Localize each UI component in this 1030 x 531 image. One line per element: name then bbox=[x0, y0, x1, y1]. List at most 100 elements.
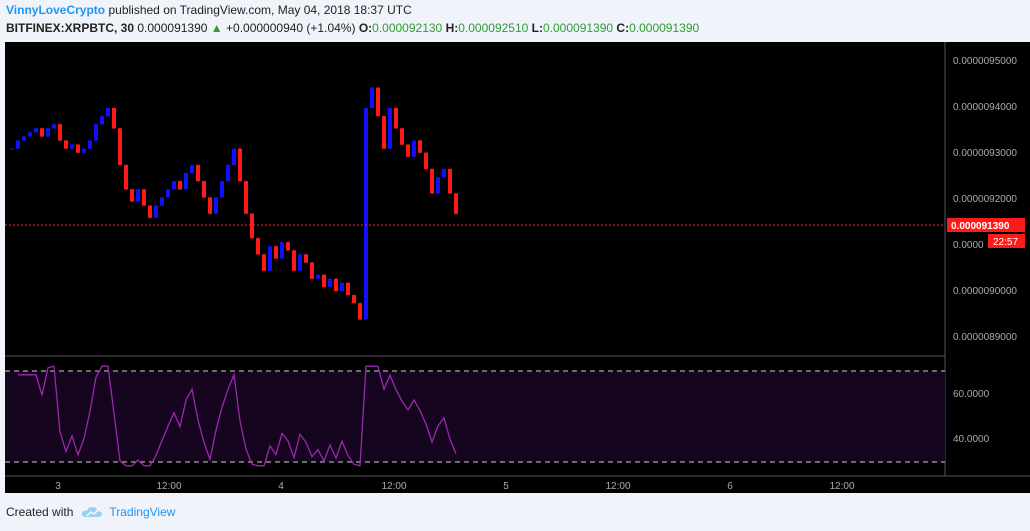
candle-body bbox=[388, 108, 392, 149]
candle-body bbox=[22, 136, 26, 141]
price-tick: 0.0000090000 bbox=[953, 286, 1017, 297]
candle-body bbox=[208, 197, 212, 214]
high-label: H: bbox=[445, 21, 459, 35]
price-tick: 0.0000094000 bbox=[953, 102, 1017, 113]
candle-body bbox=[130, 189, 134, 202]
price-tick: 0.0000093000 bbox=[953, 148, 1017, 159]
candle-body bbox=[100, 116, 104, 125]
candle-body bbox=[448, 169, 452, 194]
time-label: 12:00 bbox=[156, 481, 181, 492]
candle-body bbox=[310, 262, 314, 279]
candle-body bbox=[322, 274, 326, 287]
time-label: 3 bbox=[55, 481, 61, 492]
candle-body bbox=[10, 148, 14, 150]
time-label: 5 bbox=[503, 481, 509, 492]
candle-body bbox=[232, 148, 236, 165]
candle-body bbox=[118, 128, 122, 165]
time-label: 12:00 bbox=[829, 481, 854, 492]
time-label: 12:00 bbox=[605, 481, 630, 492]
candle-body bbox=[136, 189, 140, 202]
candle-body bbox=[298, 254, 302, 271]
candle-body bbox=[370, 87, 374, 108]
candle-body bbox=[46, 128, 50, 137]
up-arrow-icon: ▲ bbox=[210, 21, 223, 35]
candle-body bbox=[226, 164, 230, 182]
candle-body bbox=[256, 238, 260, 255]
rsi-tick: 60.0000 bbox=[953, 389, 990, 400]
candle-body bbox=[250, 213, 254, 239]
candle-body bbox=[160, 197, 164, 206]
bar-countdown: 22:57 bbox=[993, 237, 1018, 248]
candle-body bbox=[430, 169, 434, 194]
candle-body bbox=[292, 250, 296, 271]
candle-body bbox=[394, 108, 398, 129]
close-value: 0.000091390 bbox=[629, 21, 700, 35]
candle-body bbox=[82, 148, 86, 153]
candle-body bbox=[178, 181, 182, 190]
candle-body bbox=[106, 108, 110, 117]
candle-body bbox=[64, 140, 68, 149]
candle-body bbox=[202, 181, 206, 198]
time-axis[interactable]: 3 12:00 4 12:00 5 12:00 6 12:00 bbox=[55, 481, 855, 492]
open-value: 0.000092130 bbox=[372, 21, 443, 35]
current-price-label-bg bbox=[947, 218, 1025, 232]
candle-body bbox=[94, 124, 98, 141]
candle-body bbox=[334, 278, 338, 291]
symbol-name: BITFINEX:XRPBTC, 30 bbox=[6, 21, 135, 35]
chart-canvas[interactable]: 0.0000095000 0.0000094000 0.0000093000 0… bbox=[5, 42, 1030, 493]
rsi-tick: 40.0000 bbox=[953, 434, 990, 445]
low-value: 0.000091390 bbox=[543, 21, 614, 35]
candle-body bbox=[196, 164, 200, 182]
candle-body bbox=[328, 278, 332, 287]
candle-body bbox=[400, 128, 404, 145]
price-tick: 0.0000089000 bbox=[953, 332, 1017, 343]
candle-body bbox=[214, 197, 218, 214]
candle-body bbox=[112, 108, 116, 129]
tradingview-link[interactable]: TradingView bbox=[81, 505, 175, 519]
candle-body bbox=[346, 282, 350, 296]
candle-body bbox=[412, 140, 416, 157]
candle-body bbox=[382, 116, 386, 149]
candle-body bbox=[364, 108, 368, 320]
candle-body bbox=[442, 169, 446, 178]
price-scale[interactable]: 0.0000095000 0.0000094000 0.0000093000 0… bbox=[953, 56, 1017, 343]
high-value: 0.000092510 bbox=[458, 21, 529, 35]
candle-body bbox=[34, 128, 38, 133]
publish-info: VinnyLoveCrypto published on TradingView… bbox=[6, 3, 412, 17]
candle-body bbox=[58, 124, 62, 141]
candle-body bbox=[28, 132, 32, 137]
candle-body bbox=[268, 246, 272, 271]
candle-body bbox=[358, 303, 362, 320]
rsi-band bbox=[5, 371, 945, 462]
time-label: 6 bbox=[727, 481, 733, 492]
candle-body bbox=[142, 189, 146, 206]
candle-body bbox=[406, 144, 410, 157]
candle-body bbox=[148, 205, 152, 218]
candle-body bbox=[316, 274, 320, 279]
author-link[interactable]: VinnyLoveCrypto bbox=[6, 3, 106, 17]
candle-body bbox=[52, 124, 56, 129]
candle-body bbox=[70, 144, 74, 149]
candle-body bbox=[166, 189, 170, 198]
candle-body bbox=[244, 181, 248, 214]
price-change: +0.000000940 (+1.04%) bbox=[226, 21, 356, 35]
chart-area[interactable]: 0.0000095000 0.0000094000 0.0000093000 0… bbox=[5, 42, 1030, 493]
rsi-line bbox=[18, 365, 457, 467]
brand-name[interactable]: TradingView bbox=[109, 505, 176, 519]
candle-body bbox=[124, 164, 128, 190]
low-label: L: bbox=[531, 21, 543, 35]
time-label: 4 bbox=[278, 481, 284, 492]
candle-body bbox=[454, 193, 458, 214]
candle-body bbox=[40, 128, 44, 137]
candle-body bbox=[88, 140, 92, 149]
candle-body bbox=[274, 246, 278, 259]
candle-body bbox=[436, 177, 440, 194]
candle-body bbox=[280, 242, 284, 259]
candle-body bbox=[172, 181, 176, 190]
close-label: C: bbox=[616, 21, 630, 35]
candle-body bbox=[286, 242, 290, 251]
countdown-label-bg bbox=[988, 234, 1025, 248]
price-tick: 0.0000 bbox=[953, 240, 984, 251]
candle-body bbox=[238, 148, 242, 182]
candle-body bbox=[304, 254, 308, 263]
